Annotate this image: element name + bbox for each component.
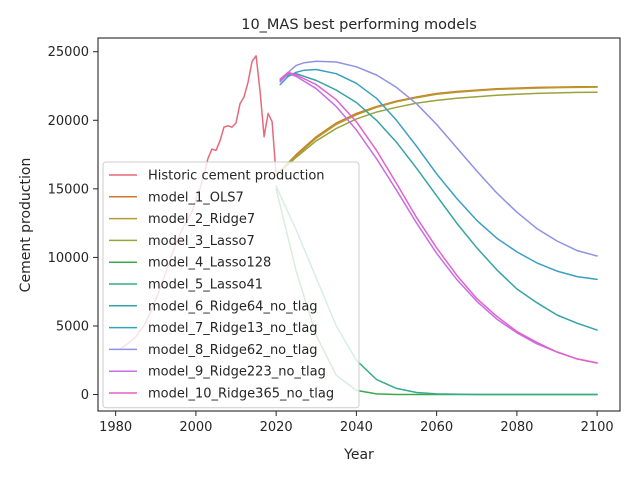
x-tick-label: 1980 [99,420,132,435]
legend-box [102,161,360,409]
legend-entry-label: model_9_Ridge223_no_tlag [148,365,326,380]
y-tick-label: 0 [81,388,89,403]
x-tick-label: 2060 [420,420,453,435]
series-line-11 [279,71,598,364]
y-axis-title: Cement production [18,158,34,293]
y-tick-label: 5000 [56,319,89,334]
series-line-7 [279,72,598,331]
legend-entry-label: model_6_Ridge64_no_tlag [148,299,318,314]
legend-entry-label: model_3_Lasso7 [148,234,255,249]
series-line-3 [275,86,598,176]
y-tick-label: 10000 [48,251,89,266]
y-tick-label: 25000 [48,45,89,60]
series-line-4 [275,91,598,176]
series-line-9 [279,60,598,257]
chart-title: 10_MAS best performing models [241,17,477,33]
x-tick-label: 2100 [581,420,614,435]
legend-entry-label: model_8_Ridge62_no_tlag [148,343,318,358]
x-tick-label: 2040 [340,420,373,435]
legend-entry-label: Historic cement production [148,169,325,184]
x-tick-label: 2000 [179,420,212,435]
legend-entry-label: model_7_Ridge13_no_tlag [148,321,318,336]
series-line-8 [279,68,598,281]
legend-entry-label: model_4_Lasso128 [148,256,271,271]
x-tick-label: 2080 [500,420,533,435]
plot-frame [97,37,621,412]
legend-entry-label: model_1_OLS7 [148,190,244,205]
legend-entry-label: model_10_Ridge365_no_tlag [148,387,334,402]
y-tick-label: 15000 [48,182,89,197]
legend-entry-label: model_5_Lasso41 [148,278,263,293]
axis-ticks: 1980 2000 2020 2040 2060 2080 2100 0 5000 10000 15… [48,45,614,435]
legend-entry-label: model_2_Ridge7 [148,212,255,227]
x-tick-label: 2020 [260,420,293,435]
x-axis-title: Year [343,447,374,463]
y-tick-label: 20000 [48,114,89,129]
legend: Historic cement production model_1_OLS7mo… [102,161,360,409]
series-line-10 [279,72,598,364]
